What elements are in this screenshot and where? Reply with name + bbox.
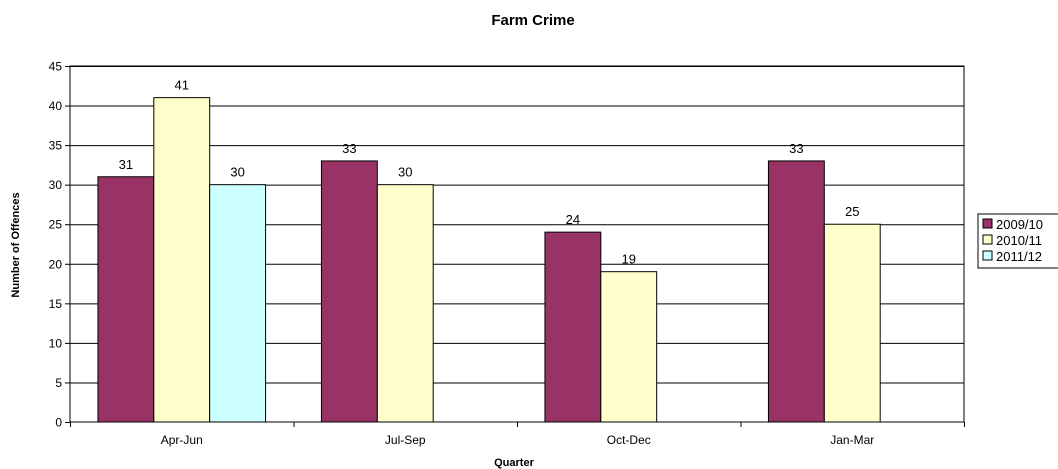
data-label: 19 <box>622 252 636 267</box>
y-tick-label: 0 <box>55 416 62 430</box>
y-tick-label: 5 <box>55 376 62 390</box>
bar <box>544 231 602 423</box>
y-axis-title: Number of Offences <box>10 192 22 297</box>
x-axis-title: Quarter <box>494 457 534 469</box>
data-label: 33 <box>342 141 356 156</box>
y-tick-label: 15 <box>49 297 63 311</box>
y-tick-label: 30 <box>49 178 63 192</box>
legend-label: 2010/11 <box>996 233 1042 248</box>
y-tick-label: 40 <box>49 99 63 113</box>
bar <box>376 184 434 423</box>
y-axis-ticks: 0 5 10 15 20 25 30 35 40 45 <box>49 60 70 430</box>
y-tick-label: 25 <box>49 218 63 232</box>
data-label: 25 <box>845 204 859 219</box>
data-label: 24 <box>566 212 580 227</box>
data-label: 30 <box>398 165 412 180</box>
data-label: 31 <box>119 157 133 172</box>
bar <box>823 223 881 423</box>
x-tick-label: Oct-Dec <box>607 433 651 447</box>
x-tick-label: Jan-Mar <box>830 433 874 447</box>
bar <box>209 184 267 423</box>
x-tick-label: Jul-Sep <box>385 433 426 447</box>
legend-swatch <box>982 250 993 261</box>
data-label: 33 <box>789 141 803 156</box>
bar <box>97 176 155 423</box>
legend-label: 2009/10 <box>996 217 1043 232</box>
bars <box>97 97 881 423</box>
legend-label: 2011/12 <box>996 249 1042 264</box>
legend-swatch <box>982 218 993 229</box>
data-labels: 31 41 30 33 30 24 19 33 25 <box>119 78 860 267</box>
y-tick-label: 45 <box>49 60 63 74</box>
bar <box>600 271 658 423</box>
bar <box>153 97 211 423</box>
legend-swatch <box>982 234 993 245</box>
y-tick-label: 35 <box>49 139 63 153</box>
y-tick-label: 10 <box>49 336 63 350</box>
chart-title: Farm Crime <box>491 12 574 29</box>
x-axis-ticks: Apr-Jun Jul-Sep Oct-Dec Jan-Mar <box>70 422 965 447</box>
bar <box>767 160 825 423</box>
x-tick-label: Apr-Jun <box>161 433 203 447</box>
bar <box>320 160 378 423</box>
data-label: 41 <box>175 78 189 93</box>
y-tick-label: 20 <box>49 257 63 271</box>
data-label: 30 <box>230 165 244 180</box>
